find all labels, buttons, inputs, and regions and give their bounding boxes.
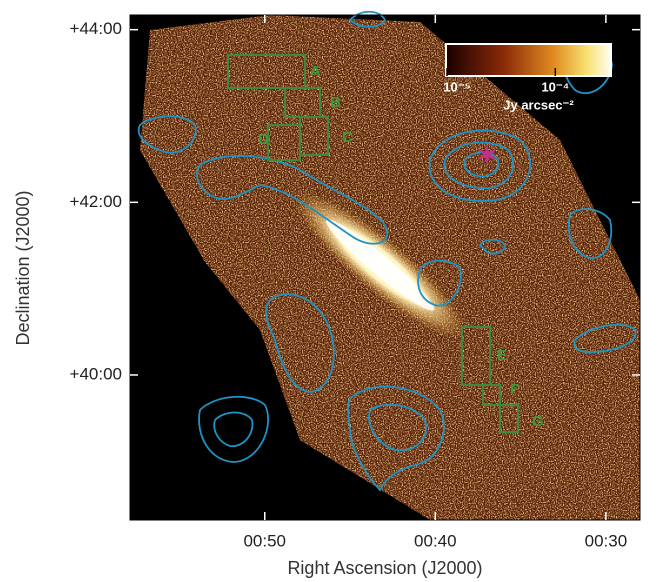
x-tick-label: 00:50	[243, 531, 286, 550]
region-label: G	[532, 413, 544, 430]
x-tick-label: 00:40	[414, 531, 457, 550]
region-label: A	[310, 63, 321, 80]
y-tick-label: +40:00	[70, 364, 122, 383]
region-label: B	[330, 94, 341, 111]
region-label: F	[510, 381, 519, 398]
y-tick-label: +44:00	[70, 19, 122, 38]
colorbar	[446, 44, 611, 76]
x-axis-title: Right Ascension (J2000)	[287, 558, 482, 578]
colorbar-tick-label: 10⁻⁵	[443, 79, 470, 94]
x-tick-label: 00:30	[585, 531, 628, 550]
region-label: D	[258, 131, 269, 148]
y-axis-title: Declination (J2000)	[13, 190, 33, 345]
y-tick-label: +42:00	[70, 192, 122, 211]
colorbar-tick-label: 10⁻⁴	[541, 79, 569, 94]
colorbar-label: Jy arcsec⁻²	[503, 97, 574, 112]
star-marker: ✶	[476, 140, 498, 170]
figure: ✶ Right Ascension (J2000) Declination (J…	[0, 0, 657, 582]
region-label: C	[342, 129, 353, 146]
region-label: E	[497, 347, 507, 364]
